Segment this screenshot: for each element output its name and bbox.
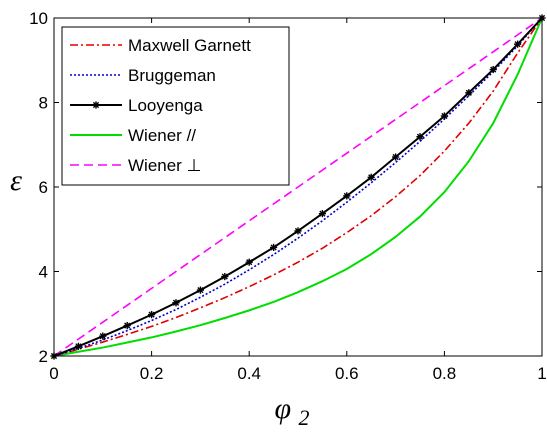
x-tick-label: 0.6 <box>335 364 359 383</box>
legend-label-0: Maxwell Garnett <box>128 36 251 55</box>
axes-layer: 0 0.2 0.4 0.6 0.8 1 2 4 6 8 10 <box>29 9 547 383</box>
series-2-point <box>196 286 204 294</box>
series-2-point <box>99 332 107 340</box>
y-tick-label: 10 <box>29 9 48 28</box>
y-tick-label: 4 <box>39 263 48 282</box>
series-2-point <box>465 89 473 97</box>
legend-label-4: Wiener ⊥ <box>128 156 201 175</box>
series-2-point <box>294 227 302 235</box>
marker-stroke <box>490 66 497 73</box>
series-layer <box>50 14 546 360</box>
y-tick-label: 8 <box>39 94 48 113</box>
legend-label-1: Bruggeman <box>128 66 216 85</box>
marker-stroke <box>172 299 180 306</box>
series-2-point <box>172 299 180 307</box>
series-2-point <box>367 173 375 181</box>
y-tick-label: 6 <box>39 178 48 197</box>
marker-stroke <box>92 101 100 109</box>
x-tick-label: 1 <box>537 364 546 383</box>
marker-stroke <box>221 273 228 280</box>
x-axis-label-subscript: 2 <box>299 405 310 430</box>
series-2-point <box>514 40 522 48</box>
marker-stroke <box>514 41 521 48</box>
marker-stroke <box>441 112 448 120</box>
marker-stroke <box>319 210 326 217</box>
y-tick-label: 2 <box>39 347 48 366</box>
marker-stroke <box>343 192 350 199</box>
series-2-point <box>74 342 82 350</box>
legend-label-3: Wiener // <box>128 126 196 145</box>
series-2-point <box>343 192 351 200</box>
series-2-point <box>148 310 156 319</box>
marker-stroke <box>270 244 277 251</box>
series-2-point <box>245 258 253 266</box>
series-2-point <box>123 321 131 330</box>
legend-label-2: Looyenga <box>128 96 203 115</box>
x-tick-label: 0.8 <box>433 364 457 383</box>
series-2-point <box>318 210 326 218</box>
x-axis-label: φ 2 <box>274 392 309 430</box>
marker-stroke <box>368 174 375 181</box>
legend: Maxwell Garnett Bruggeman Looyenga Wiener /… <box>61 26 290 186</box>
x-tick-label: 0 <box>49 364 58 383</box>
marker-stroke <box>75 343 82 350</box>
marker-stroke <box>124 322 131 329</box>
x-tick-label: 0.2 <box>140 364 164 383</box>
marker-stroke <box>148 311 155 318</box>
marker-stroke <box>392 153 399 161</box>
series-2-point <box>221 272 229 281</box>
legend-marker-2 <box>92 101 100 109</box>
series-2-point <box>489 65 497 74</box>
marker-stroke <box>246 259 253 266</box>
y-axis-label: ε <box>10 164 22 197</box>
x-tick-label: 0.4 <box>237 364 261 383</box>
marker-stroke <box>465 89 472 96</box>
series-2-point <box>440 112 448 120</box>
marker-stroke <box>294 227 302 235</box>
marker-stroke <box>197 286 204 294</box>
series-line-1 <box>53 17 543 357</box>
series-2-point <box>416 133 424 141</box>
series-line-3 <box>53 17 543 357</box>
x-axis-label-symbol: φ <box>274 392 291 425</box>
series-line-0 <box>53 17 543 357</box>
marker-stroke <box>416 133 424 140</box>
series-2-point <box>392 153 400 161</box>
marker-stroke <box>99 333 106 340</box>
series-2-point <box>270 243 278 252</box>
series-line-4 <box>53 17 543 357</box>
